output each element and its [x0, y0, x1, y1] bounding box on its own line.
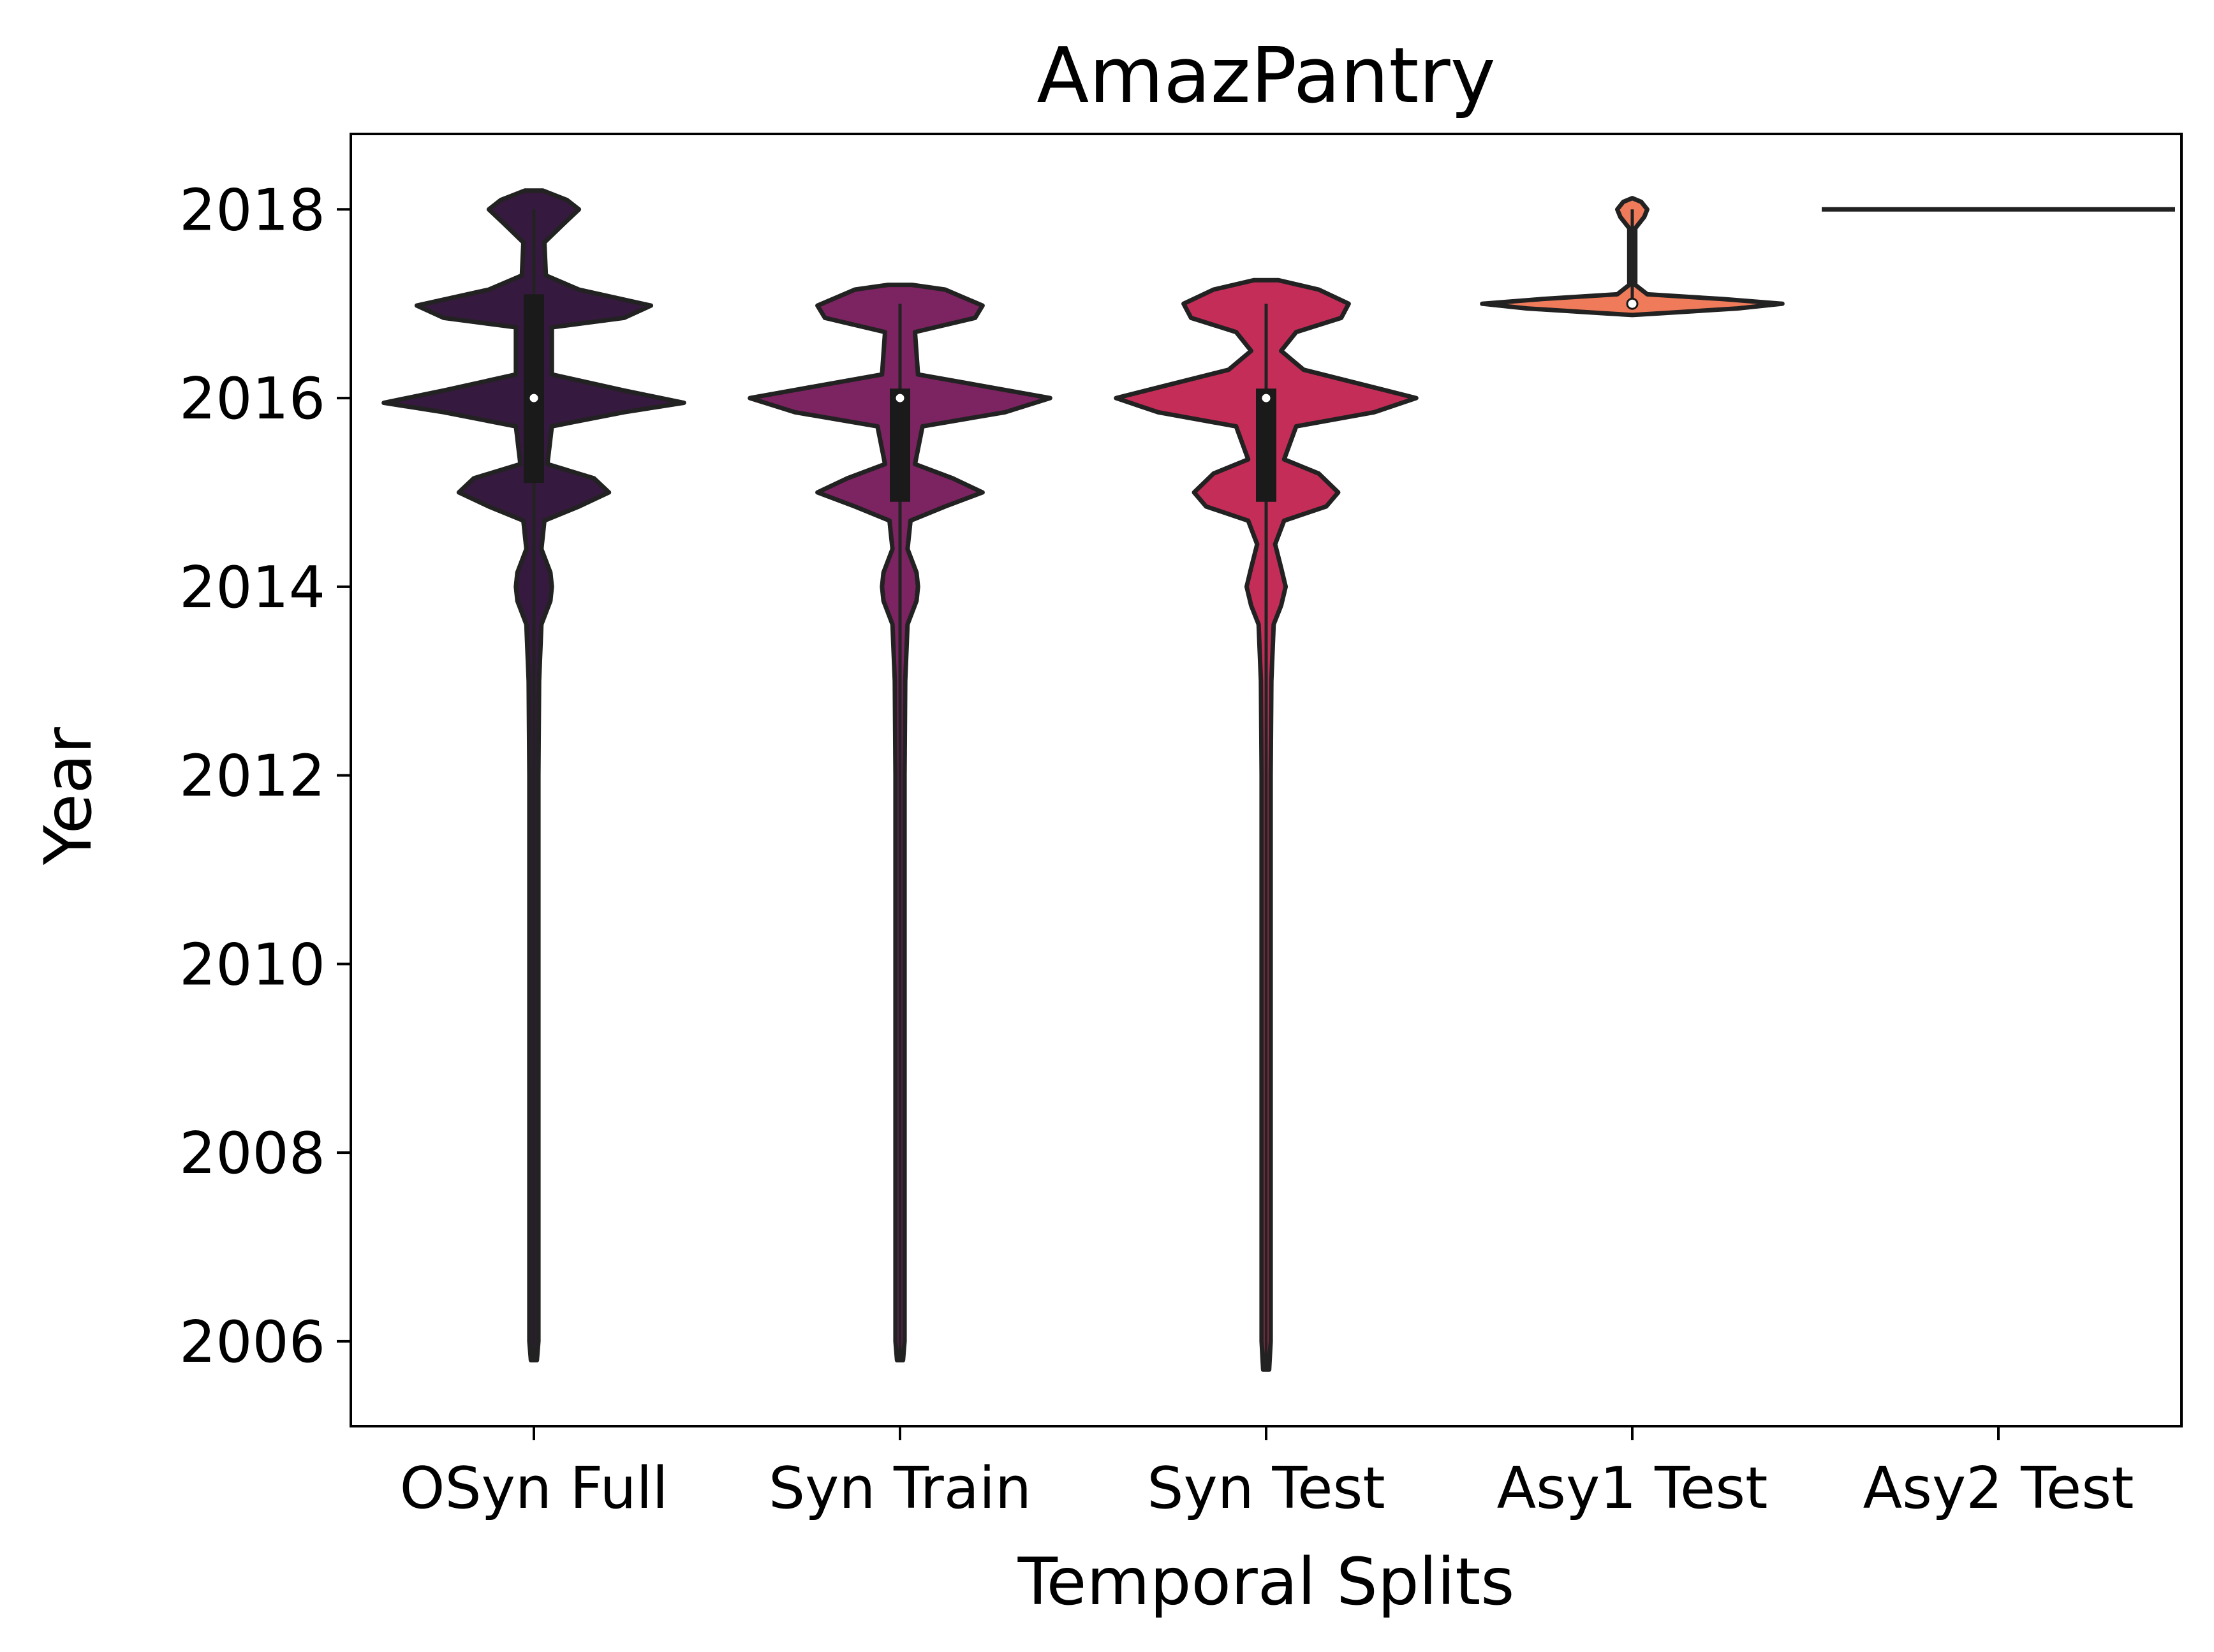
violin-median: [1260, 392, 1273, 404]
violin-asy1-test: [1480, 196, 1785, 318]
y-tick-label: 2012: [179, 743, 325, 810]
violin-median: [1626, 297, 1639, 310]
y-axis-label: Year: [31, 727, 107, 866]
x-axis-label: Temporal Splits: [1017, 1544, 1515, 1620]
y-tick-label: 2010: [179, 931, 325, 998]
y-tick-label: 2016: [179, 365, 325, 432]
y-tick-label: 2006: [179, 1309, 325, 1376]
y-axis: 2006 2008 2010 2012 2014 2016 2018: [179, 177, 351, 1376]
x-tick-label: Syn Test: [1147, 1455, 1385, 1522]
x-axis: OSyn Full Syn Train Syn Test Asy1 Test Asy2 …: [400, 1426, 2134, 1522]
violins-layer: [381, 188, 2175, 1372]
violin-syn-train: [748, 283, 1052, 1362]
violin-median: [528, 392, 540, 404]
chart-title: AmazPantry: [1037, 32, 1495, 121]
plot-frame: [350, 133, 2183, 1427]
violin-syn-test: [1114, 277, 1419, 1372]
x-tick-label: Syn Train: [769, 1455, 1031, 1522]
violin-median: [894, 392, 906, 404]
y-tick-label: 2014: [179, 554, 325, 621]
y-tick-label: 2008: [179, 1120, 325, 1187]
x-tick-label: Asy1 Test: [1497, 1455, 1768, 1522]
y-tick-label: 2018: [179, 177, 325, 244]
violin-osyn-full: [381, 188, 686, 1362]
x-tick-label: Asy2 Test: [1863, 1455, 2134, 1522]
x-tick-label: OSyn Full: [400, 1455, 668, 1522]
